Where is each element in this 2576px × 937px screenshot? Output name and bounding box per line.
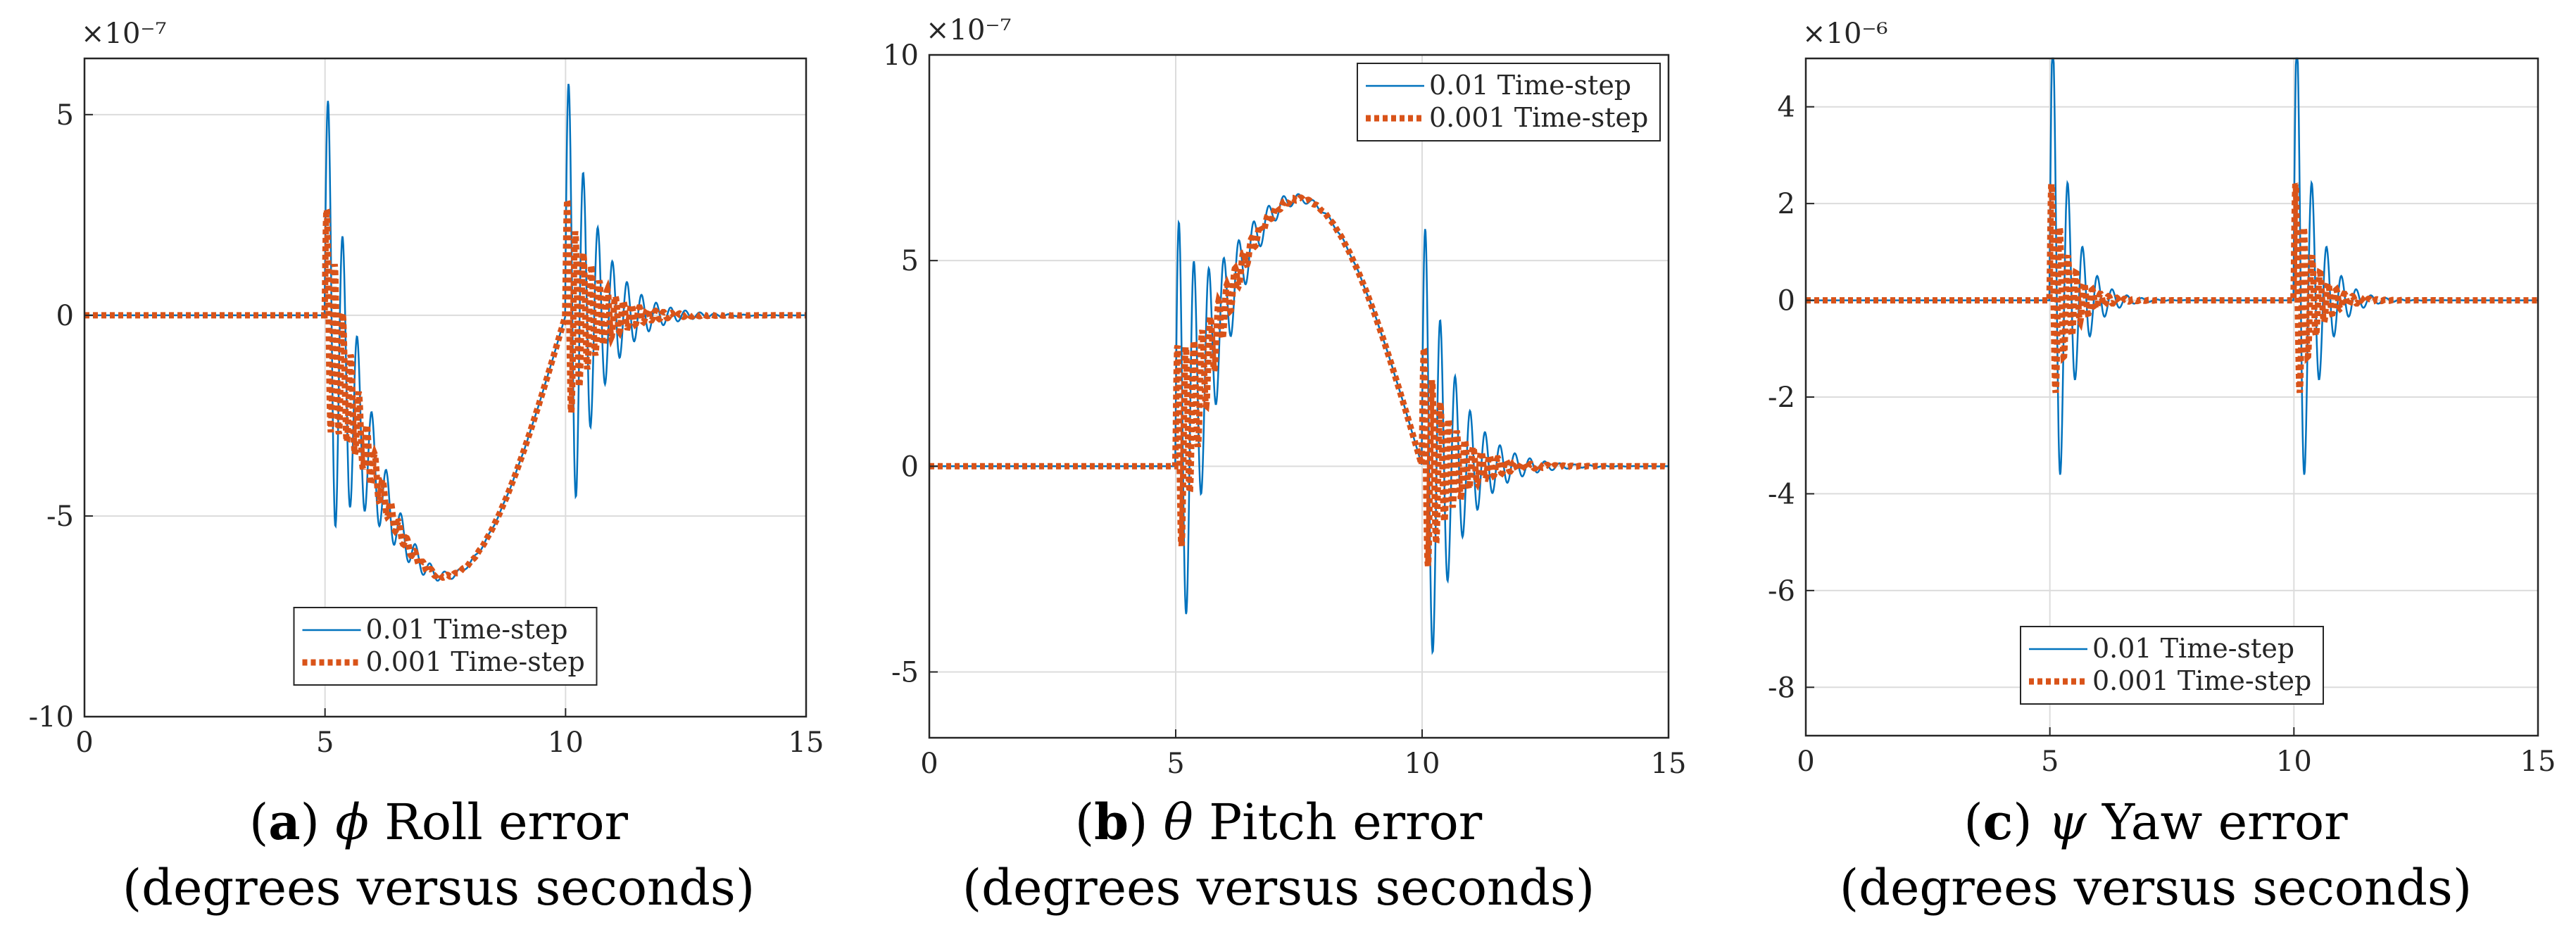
y-tick-label: -10 xyxy=(29,701,74,734)
caption-paren-open: ( xyxy=(1964,793,1983,851)
caption-symbol: ψ xyxy=(2048,793,2087,851)
legend-box xyxy=(293,607,598,686)
caption-paren-open: ( xyxy=(249,793,268,851)
legend-label-001-timestep: 0.01 Time-step xyxy=(2092,633,2294,664)
axes-box xyxy=(83,57,808,718)
caption-line-1: (b) θ Pitch error xyxy=(1075,793,1483,851)
series-line-0001-timestep xyxy=(1806,182,2538,394)
x-tick-label: 10 xyxy=(1405,748,1440,780)
legend-box xyxy=(1357,63,1661,142)
x-tick-label: 15 xyxy=(788,727,824,759)
caption-space xyxy=(369,793,384,851)
caption-text: Pitch error xyxy=(1209,793,1483,851)
caption-letter: b xyxy=(1094,793,1129,851)
x-tick-label: 10 xyxy=(548,727,584,759)
caption-paren-close: ) xyxy=(2013,793,2048,851)
axes-box xyxy=(928,54,1670,739)
x-tick-label: 0 xyxy=(75,727,93,759)
y-tick-label: 0 xyxy=(901,451,919,483)
exponent-label: ×10⁻⁷ xyxy=(81,18,167,50)
chart-panel-c: 0 5 10 15 -8 -6 -4 -2 0 2 4 ×10⁻⁶ 0.01 Time-step0.00… xyxy=(1768,18,2556,917)
y-tick-label: -2 xyxy=(1768,382,1795,414)
legend-label-0001-timestep: 0.001 Time-step xyxy=(1429,102,1648,133)
exponent-label: ×10⁻⁷ xyxy=(926,14,1012,46)
caption-paren-close: ) xyxy=(301,793,336,851)
y-tick-label: 5 xyxy=(901,245,919,277)
x-tick-label: 5 xyxy=(316,727,334,759)
caption-letter: c xyxy=(1983,793,2013,851)
caption-line-2: (degrees versus seconds) xyxy=(122,859,755,917)
caption-paren-open: ( xyxy=(1075,793,1094,851)
x-tick-label: 0 xyxy=(920,748,938,780)
caption-space xyxy=(1193,793,1209,851)
y-tick-label: -4 xyxy=(1768,478,1795,510)
exponent-label: ×10⁻⁶ xyxy=(1802,18,1888,50)
caption-paren-close: ) xyxy=(1129,793,1164,851)
y-tick-label: 5 xyxy=(56,99,74,132)
x-tick-label: 15 xyxy=(1651,748,1687,780)
caption-line-1: (c) ψ Yaw error xyxy=(1964,793,2348,851)
legend-label-0001-timestep: 0.001 Time-step xyxy=(366,646,585,677)
y-tick-label: -5 xyxy=(891,657,919,689)
caption-symbol: θ xyxy=(1164,793,1193,851)
x-tick-label: 5 xyxy=(2041,746,2059,778)
caption-text: Roll error xyxy=(384,793,628,851)
series-line-0001-timestep xyxy=(84,200,806,581)
y-tick-label: 0 xyxy=(1778,285,1795,317)
legend-label-001-timestep: 0.01 Time-step xyxy=(1429,70,1631,101)
x-tick-label: 0 xyxy=(1797,746,1814,778)
y-tick-label: 0 xyxy=(56,300,74,332)
caption-line-2: (degrees versus seconds) xyxy=(962,859,1595,917)
legend-label-0001-timestep: 0.001 Time-step xyxy=(2092,665,2311,696)
legend-label-001-timestep: 0.01 Time-step xyxy=(366,614,568,645)
legend-box xyxy=(2020,626,2324,705)
caption-line-2: (degrees versus seconds) xyxy=(1840,859,2472,917)
caption-symbol: ϕ xyxy=(335,793,369,851)
x-tick-label: 15 xyxy=(2520,746,2556,778)
y-tick-label: -6 xyxy=(1768,575,1795,608)
y-tick-label: -8 xyxy=(1768,672,1795,704)
x-tick-label: 5 xyxy=(1167,748,1184,780)
y-tick-label: 4 xyxy=(1778,92,1795,124)
caption-text: Yaw error xyxy=(2101,793,2348,851)
caption-line-1: (a) ϕ Roll error xyxy=(249,793,629,851)
caption-letter: a xyxy=(268,793,300,851)
y-tick-label: -5 xyxy=(46,501,74,533)
x-tick-label: 10 xyxy=(2276,746,2312,778)
y-tick-label: 10 xyxy=(883,39,919,72)
caption-space xyxy=(2087,793,2102,851)
series-line-0001-timestep xyxy=(929,194,1669,567)
y-tick-label: 2 xyxy=(1778,188,1795,220)
